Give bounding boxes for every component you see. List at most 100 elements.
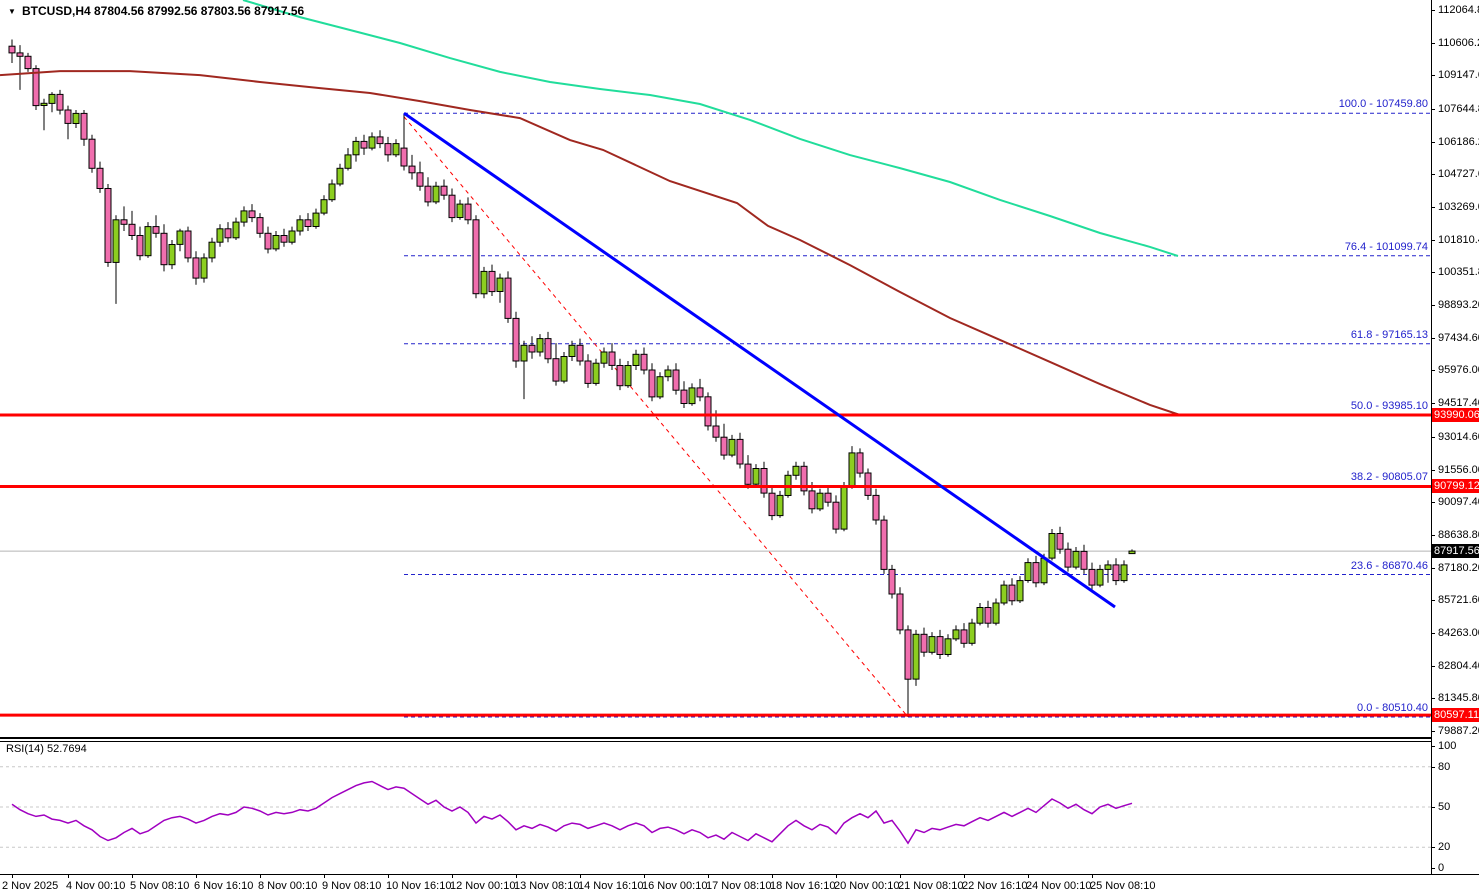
price-axis-label: 87180.20 [1438,562,1479,574]
price-axis-tick [1431,43,1435,44]
time-axis-label: 5 Nov 08:10 [130,880,190,892]
time-axis-label: 12 Nov 00:10 [450,880,516,892]
time-axis-tick [772,875,773,878]
panel-separator-bottom[interactable] [0,741,1431,742]
price-axis-tick [1431,437,1435,438]
time-axis-label: 2 Nov 2025 [2,880,59,892]
time-axis-label: 8 Nov 00:10 [258,880,318,892]
price-axis-label: 98893.20 [1438,299,1479,311]
price-axis-label: 84263.00 [1438,627,1479,639]
time-axis-tick [132,875,133,878]
time-axis-label: 22 Nov 16:10 [962,880,1028,892]
fib-level-label: 61.8 - 97165.13 [1350,329,1428,341]
price-axis-label: 81345.80 [1438,692,1479,704]
time-axis-tick [196,875,197,878]
fib-level-label: 23.6 - 86870.46 [1350,560,1428,572]
price-axis-tick [1431,370,1435,371]
rsi-svg[interactable] [0,740,1431,874]
time-axis-tick [12,875,13,878]
price-axis-tick [1431,502,1435,503]
price-axis-tick [1431,109,1435,110]
time-axis-tick [644,875,645,878]
price-axis-tick [1431,403,1435,404]
time-axis-label: 10 Nov 16:10 [386,880,452,892]
price-axis-label: 93014.60 [1438,431,1479,443]
time-axis-label: 17 Nov 08:10 [706,880,772,892]
time-axis-label: 14 Nov 16:10 [578,880,644,892]
rsi-indicator-label: RSI(14) 52.7694 [6,743,87,755]
price-axis-tick [1431,698,1435,699]
panel-separator-top[interactable] [0,737,1431,739]
price-axis-label: 101810.40 [1438,234,1479,246]
rsi-axis-tick [1431,767,1435,768]
time-axis-tick [1028,875,1029,878]
rsi-axis-label: 50 [1438,801,1451,813]
price-axis-tick [1431,174,1435,175]
price-axis-label: 79887.20 [1438,725,1479,737]
price-axis-tick [1431,338,1435,339]
time-axis-tick [388,875,389,878]
time-axis-label: 4 Nov 00:10 [66,880,126,892]
rsi-axis-tick [1431,807,1435,808]
price-axis-label: 90097.40 [1438,496,1479,508]
price-axis-label: 100351.80 [1438,266,1479,278]
rsi-panel[interactable] [0,740,1431,874]
time-axis-label: 13 Nov 08:10 [514,880,580,892]
time-axis-label: 9 Nov 08:10 [322,880,382,892]
fib-level-label: 76.4 - 101099.74 [1344,241,1428,253]
time-axis-label: 20 Nov 00:10 [834,880,900,892]
price-axis-tick [1431,633,1435,634]
price-chart-canvas[interactable] [0,0,1431,737]
time-axis-separator [0,874,1479,875]
time-axis-tick [516,875,517,878]
time-axis-tick [836,875,837,878]
fib-level-label: 0.0 - 80510.40 [1357,702,1428,714]
time-axis-tick [1092,875,1093,878]
rsi-axis-label: 20 [1438,841,1451,853]
time-axis-label: 18 Nov 16:10 [770,880,836,892]
price-axis-tick [1431,568,1435,569]
price-axis-tick [1431,207,1435,208]
time-axis-label: 6 Nov 16:10 [194,880,254,892]
time-axis-label: 21 Nov 08:10 [898,880,964,892]
time-axis-tick [708,875,709,878]
price-axis-label: 107644.80 [1438,103,1479,115]
price-level-tag: 93990.06 [1432,408,1479,422]
fib-level-label: 50.0 - 93985.10 [1350,400,1428,412]
price-axis-tick [1431,75,1435,76]
rsi-axis-label: 100 [1438,740,1457,752]
price-axis-label: 91556.00 [1438,464,1479,476]
price-axis-tick [1431,666,1435,667]
price-axis-label: 85721.60 [1438,594,1479,606]
price-axis-label: 95976.00 [1438,364,1479,376]
price-axis-label: 82804.40 [1438,660,1479,672]
rsi-axis-label: 80 [1438,761,1451,773]
price-axis-tick [1431,142,1435,143]
price-axis-tick [1431,272,1435,273]
rsi-axis-label: 0 [1438,862,1445,874]
rsi-axis-tick [1431,868,1435,869]
time-axis-tick [324,875,325,878]
price-axis-tick [1431,305,1435,306]
fib-level-label: 100.0 - 107459.80 [1338,98,1428,110]
price-axis-label: 104727.60 [1438,168,1479,180]
time-axis-tick [452,875,453,878]
time-axis-tick [580,875,581,878]
price-axis-label: 88638.80 [1438,529,1479,541]
price-chart-svg[interactable] [0,0,1431,737]
price-level-tag: 90799.12 [1432,479,1479,493]
price-axis-tick [1431,240,1435,241]
price-axis-label: 97434.60 [1438,332,1479,344]
price-axis-tick [1431,10,1435,11]
price-axis-label: 94517.40 [1438,397,1479,409]
time-axis-tick [900,875,901,878]
price-axis-tick [1431,600,1435,601]
time-axis-tick [260,875,261,878]
time-axis-label: 25 Nov 08:10 [1090,880,1156,892]
price-axis-label: 110606.20 [1438,37,1479,49]
price-axis-label: 109147.60 [1438,69,1479,81]
price-axis-label: 112064.80 [1438,4,1479,16]
time-axis-label: 24 Nov 00:10 [1026,880,1092,892]
time-axis-tick [964,875,965,878]
